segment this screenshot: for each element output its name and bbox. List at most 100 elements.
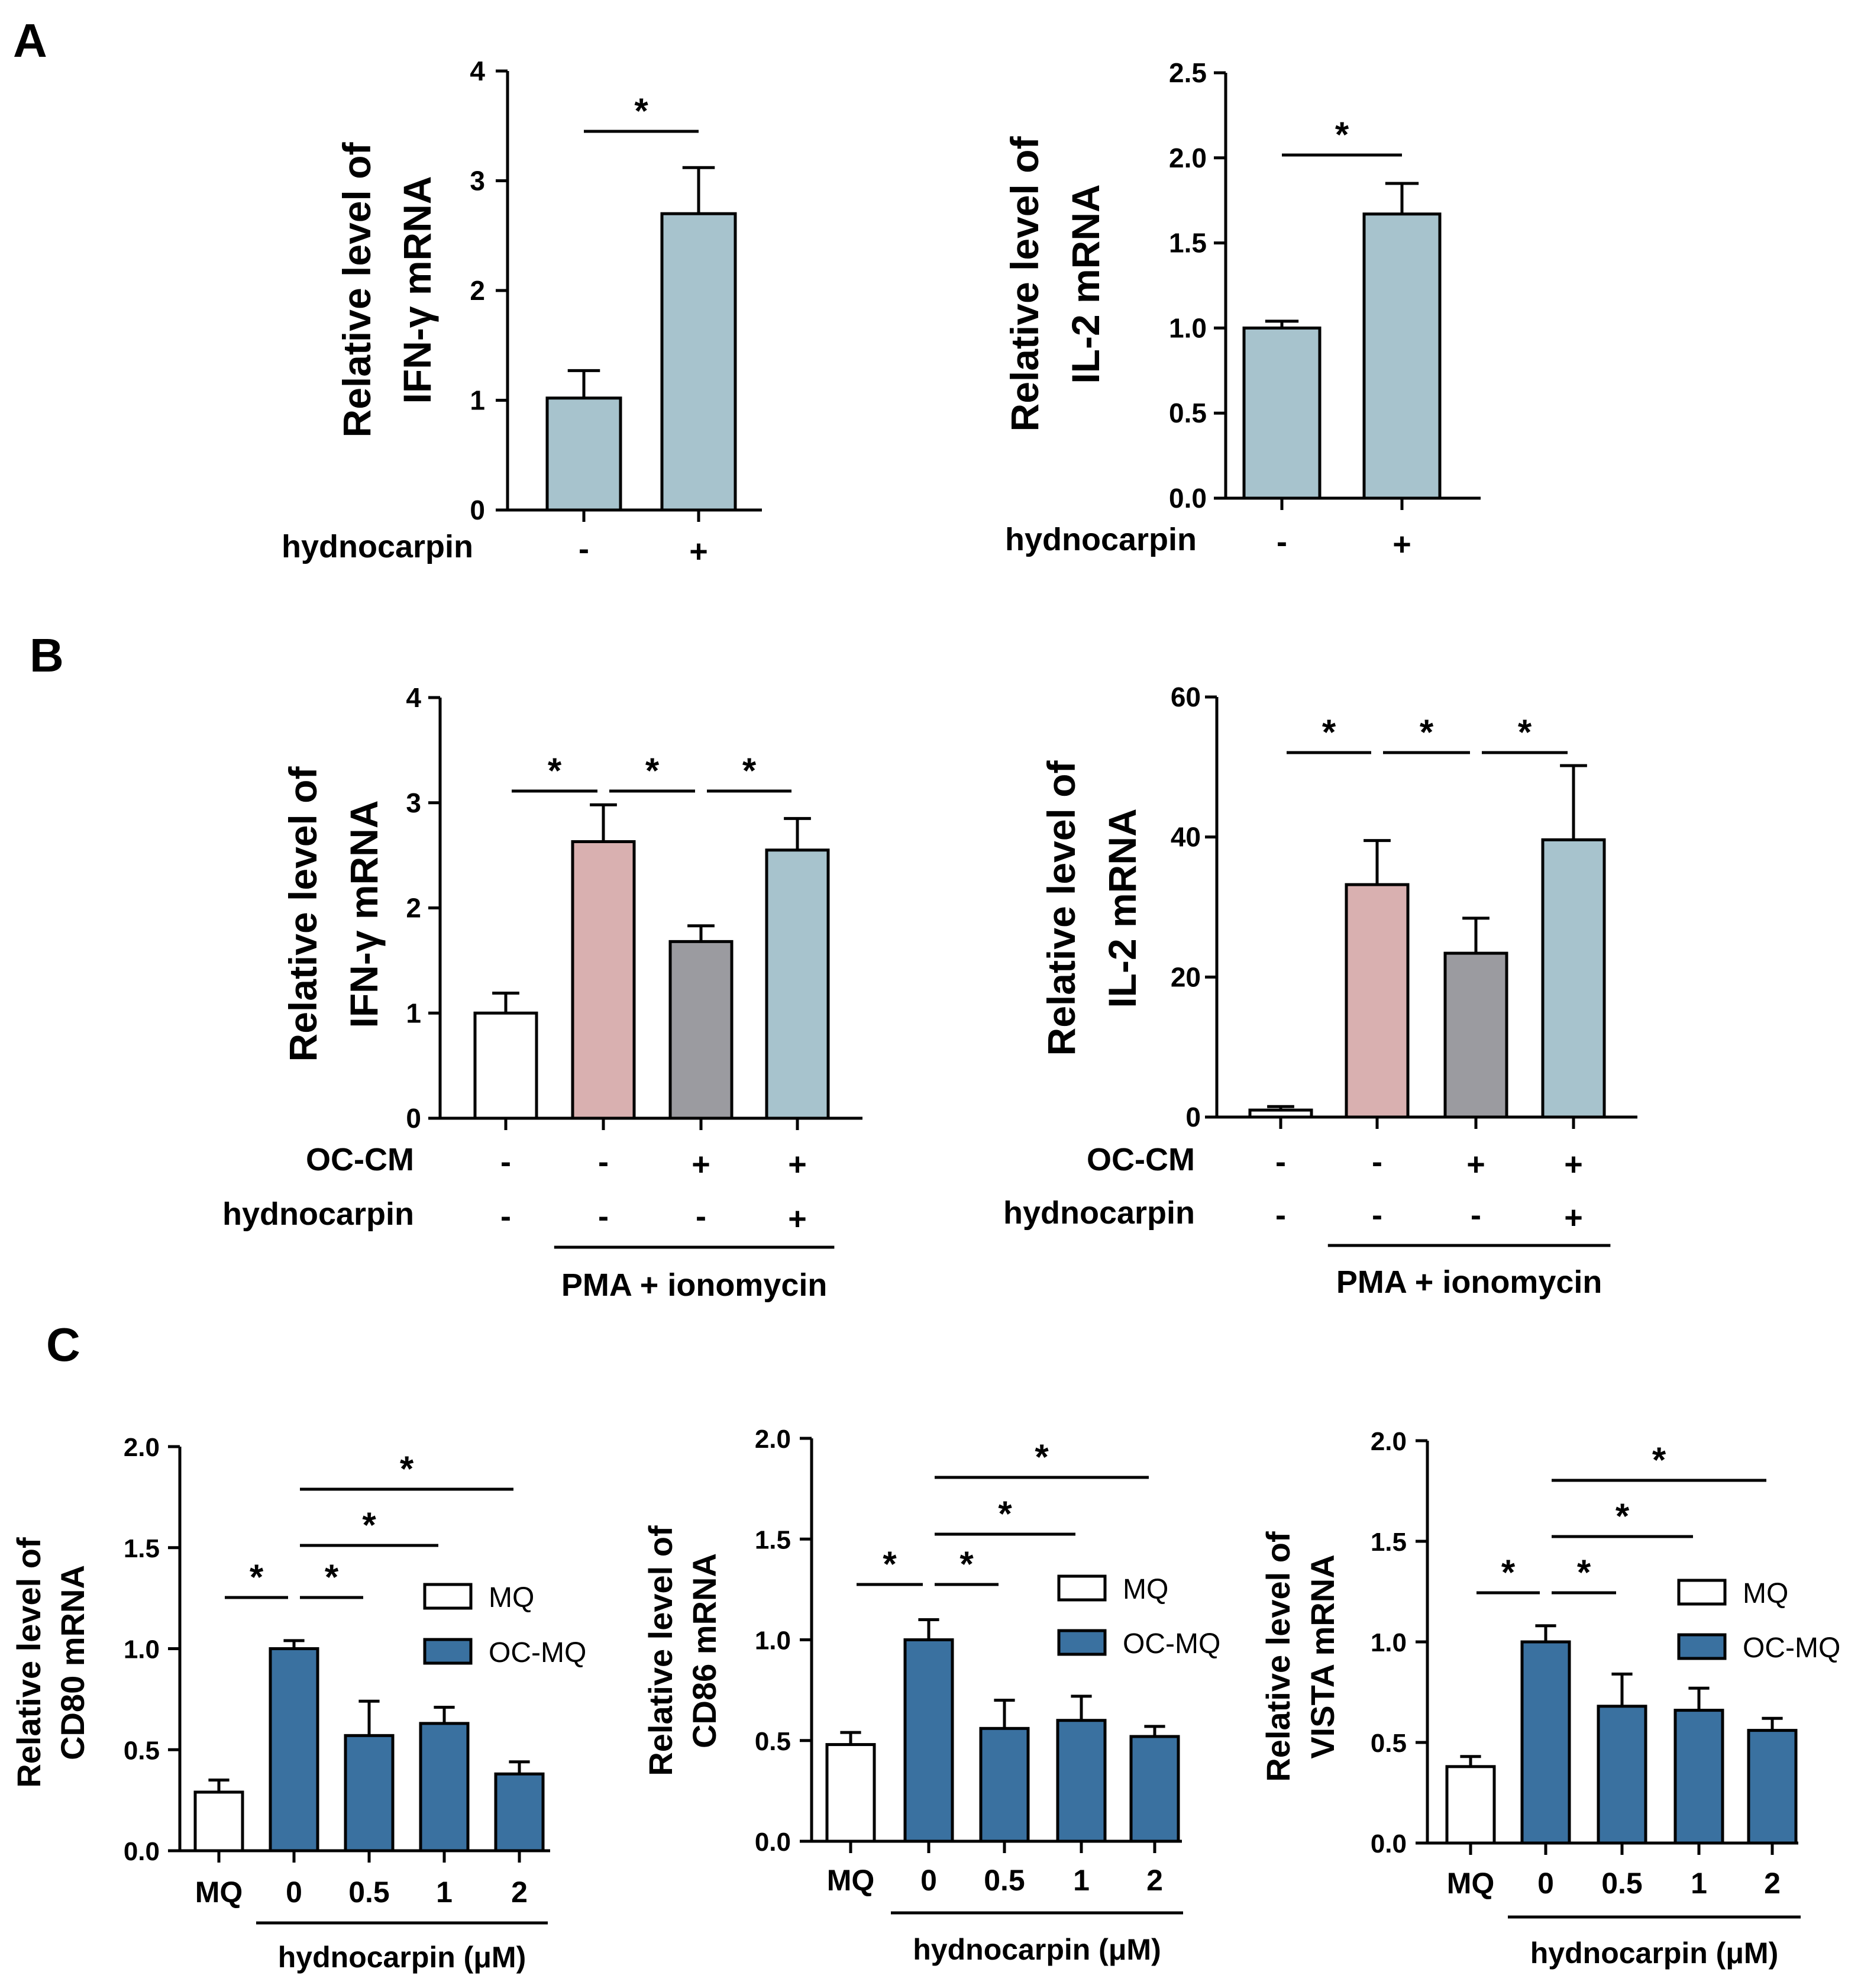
y-tick-label: 2.0 [1371,1427,1407,1456]
y-axis-label: CD80 mRNA [54,1565,91,1760]
y-tick-label: 0.5 [1371,1729,1407,1758]
y-tick-label: 3 [406,788,421,818]
y-tick-label: 60 [1171,682,1201,712]
y-axis-label: CD86 mRNA [686,1553,723,1748]
condition-symbol: + [692,1147,710,1182]
legend-swatch [423,1638,473,1665]
bar [660,212,737,512]
bar [1242,326,1322,500]
condition-symbol: - [1277,524,1287,560]
y-tick-label: 4 [470,56,485,86]
y-tick-label: 1.5 [755,1525,791,1554]
significance-star: * [548,751,562,790]
legend-swatch [423,1583,473,1610]
condition-symbol: + [1564,1147,1583,1182]
bar [979,1726,1030,1843]
x-tick-label: 1 [436,1876,453,1909]
x-tick-label: MQ [827,1864,875,1897]
y-axis-label: Relative level of [642,1525,679,1776]
panel-label-a: A [13,14,47,67]
significance-star: * [1335,115,1349,154]
y-tick-label: 2.0 [1169,143,1207,173]
significance-star: * [250,1557,264,1597]
legend-label: OC-MQ [1743,1632,1840,1664]
legend-label: OC-MQ [1123,1628,1220,1660]
y-tick-label: 1.5 [1371,1528,1407,1557]
y-axis-label: VISTA mRNA [1304,1554,1341,1758]
chart-a1: 0 1 2 3 4 Relative level of IFN-γ mRNA * hydnoca… [282,56,762,569]
y-tick-label: 1.0 [755,1626,791,1655]
significance-star: * [400,1449,414,1489]
bar [1747,1729,1798,1845]
bar [1673,1709,1724,1845]
condition-symbol: - [696,1199,706,1234]
bar [1129,1735,1180,1843]
condition-symbol: - [598,1144,609,1180]
y-tick-label: 2.5 [1169,57,1207,88]
chart-a2: 0.0 0.5 1.0 1.5 2.0 2.5 Relative level of IL-2 … [1003,57,1481,562]
y-tick-label: 40 [1171,822,1201,853]
y-tick-label: 2 [470,275,485,306]
significance-star: * [645,751,660,790]
significance-star: * [998,1494,1012,1534]
bar [473,1011,538,1120]
y-tick-label: 1.0 [1371,1628,1407,1657]
y-tick-label: 0.5 [755,1727,791,1756]
bar [1597,1705,1647,1845]
y-tick-label: 2.0 [124,1433,160,1462]
legend-label: MQ [489,1582,534,1613]
chart-b2: 0 20 40 60 Relative level of IL-2 mRNA * * * OC-C… [1003,682,1637,1300]
condition-symbol: + [788,1201,807,1237]
bar [765,848,830,1120]
x-tick-label: 0.5 [984,1864,1025,1897]
condition-symbol: + [788,1147,807,1182]
y-tick-label: 0 [406,1103,421,1134]
y-axis-label: IL-2 mRNA [1100,808,1144,1008]
bar [419,1722,470,1853]
bar [193,1790,244,1853]
chart-c2: 0.0 0.5 1.0 1.5 2.0 Relative level of CD86 mRN… [642,1425,1220,1966]
condition-symbol: - [1275,1144,1286,1180]
y-axis-label: IL-2 mRNA [1064,184,1107,383]
condition-symbol: - [1372,1198,1382,1233]
y-tick-label: 1.0 [124,1635,160,1664]
legend-swatch [1677,1579,1727,1606]
bar [1362,212,1442,500]
bar [903,1638,954,1843]
condition-row-label: hydnocarpin [1003,1195,1195,1231]
legend-swatch [1677,1633,1727,1660]
condition-row-label: hydnocarpin [282,529,473,564]
significance-star: * [1501,1553,1516,1592]
condition-symbol: + [1564,1200,1583,1235]
y-axis-label: Relative level of [1259,1531,1297,1782]
bar [1520,1640,1571,1845]
y-tick-label: 0.0 [1371,1829,1407,1858]
x-tick-label: 0 [920,1864,937,1897]
y-axis-label: Relative level of [335,142,379,438]
legend-swatch [1057,1629,1107,1656]
condition-symbol: - [500,1199,511,1234]
panel-label-b: B [30,629,64,682]
bar [344,1734,395,1853]
y-tick-label: 1.5 [1169,228,1207,259]
significance-star: * [325,1557,339,1597]
condition-row-label: OC-CM [1087,1142,1195,1177]
y-axis-label: Relative level of [1003,136,1046,432]
y-tick-label: 1 [470,385,485,416]
significance-star: * [1616,1496,1630,1536]
significance-star: * [1577,1553,1591,1592]
group-label: PMA + ionomycin [561,1267,828,1303]
legend-label: MQ [1123,1574,1168,1605]
panel-label-c: C [46,1318,80,1371]
significance-star: * [1652,1440,1666,1480]
group-label: hydnocarpin (μM) [1530,1937,1778,1970]
y-tick-label: 0.0 [755,1828,791,1857]
condition-row-label: hydnocarpin [222,1196,414,1232]
x-tick-label: 0.5 [1601,1867,1643,1900]
significance-star: * [1322,712,1336,752]
condition-symbol: + [1392,527,1411,562]
y-tick-label: 2 [406,893,421,924]
condition-symbol: - [1471,1198,1481,1233]
condition-symbol: - [598,1199,609,1234]
